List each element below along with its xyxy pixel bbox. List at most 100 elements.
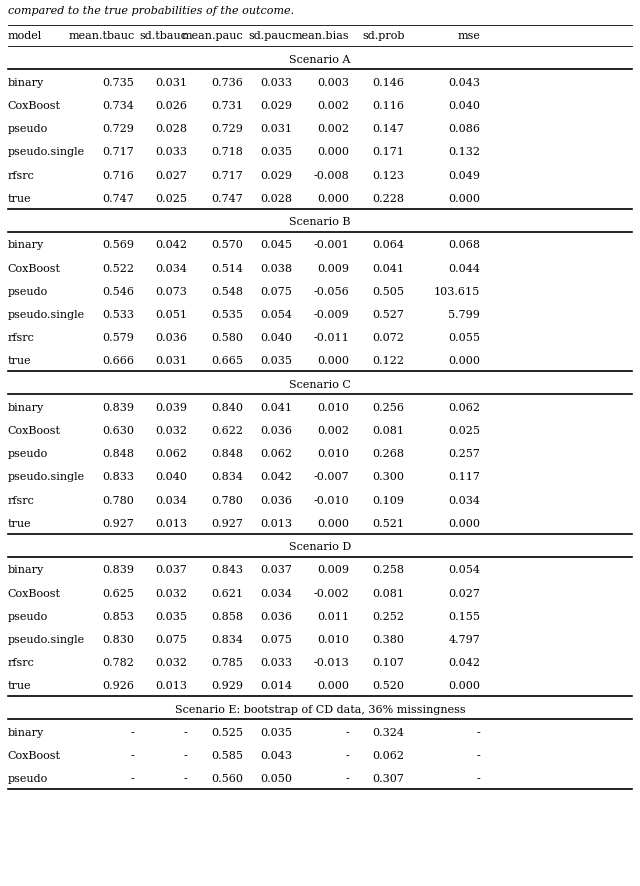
Text: pseudo.single: pseudo.single [8, 147, 85, 158]
Text: 0.300: 0.300 [372, 472, 404, 483]
Text: 0.034: 0.034 [448, 495, 480, 506]
Text: 0.036: 0.036 [260, 611, 292, 622]
Text: 0.000: 0.000 [317, 194, 349, 204]
Text: sd.tbauc: sd.tbauc [139, 31, 187, 42]
Text: 0.717: 0.717 [211, 171, 243, 181]
Text: 0.062: 0.062 [372, 751, 404, 761]
Text: 103.615: 103.615 [434, 287, 480, 297]
Text: 0.035: 0.035 [260, 727, 292, 738]
Text: 0.256: 0.256 [372, 403, 404, 413]
Text: 0.025: 0.025 [155, 194, 187, 204]
Text: 0.075: 0.075 [260, 635, 292, 645]
Text: 0.086: 0.086 [448, 124, 480, 135]
Text: 0.036: 0.036 [260, 495, 292, 506]
Text: 0.171: 0.171 [372, 147, 404, 158]
Text: 0.107: 0.107 [372, 658, 404, 668]
Text: 0.010: 0.010 [317, 449, 349, 459]
Text: 0.000: 0.000 [448, 194, 480, 204]
Text: 0.735: 0.735 [102, 78, 134, 88]
Text: 0.621: 0.621 [211, 588, 243, 599]
Text: 0.116: 0.116 [372, 101, 404, 111]
Text: 0.833: 0.833 [102, 472, 134, 483]
Text: 0.000: 0.000 [317, 356, 349, 367]
Text: 0.029: 0.029 [260, 101, 292, 111]
Text: 0.147: 0.147 [372, 124, 404, 135]
Text: pseudo.single: pseudo.single [8, 635, 85, 645]
Text: 0.569: 0.569 [102, 240, 134, 251]
Text: 0.028: 0.028 [260, 194, 292, 204]
Text: 0.927: 0.927 [102, 519, 134, 529]
Text: 0.785: 0.785 [211, 658, 243, 668]
Text: rfsrc: rfsrc [8, 495, 35, 506]
Text: -: - [131, 727, 134, 738]
Text: 0.630: 0.630 [102, 426, 134, 436]
Text: 0.009: 0.009 [317, 263, 349, 274]
Text: 0.514: 0.514 [211, 263, 243, 274]
Text: 0.570: 0.570 [211, 240, 243, 251]
Text: 0.051: 0.051 [155, 310, 187, 320]
Text: CoxBoost: CoxBoost [8, 751, 61, 761]
Text: 0.042: 0.042 [260, 472, 292, 483]
Text: 0.927: 0.927 [211, 519, 243, 529]
Text: 0.585: 0.585 [211, 751, 243, 761]
Text: 0.040: 0.040 [448, 101, 480, 111]
Text: 4.797: 4.797 [448, 635, 480, 645]
Text: 0.045: 0.045 [260, 240, 292, 251]
Text: 0.032: 0.032 [155, 426, 187, 436]
Text: 0.041: 0.041 [372, 263, 404, 274]
Text: 0.032: 0.032 [155, 588, 187, 599]
Text: binary: binary [8, 565, 44, 575]
Text: -: - [476, 774, 480, 784]
Text: 0.034: 0.034 [155, 263, 187, 274]
Text: 0.155: 0.155 [448, 611, 480, 622]
Text: 0.625: 0.625 [102, 588, 134, 599]
Text: 0.031: 0.031 [260, 124, 292, 135]
Text: binary: binary [8, 240, 44, 251]
Text: binary: binary [8, 78, 44, 88]
Text: 0.146: 0.146 [372, 78, 404, 88]
Text: 0.062: 0.062 [155, 449, 187, 459]
Text: 0.000: 0.000 [448, 519, 480, 529]
Text: 0.025: 0.025 [448, 426, 480, 436]
Text: 0.043: 0.043 [448, 78, 480, 88]
Text: 0.035: 0.035 [155, 611, 187, 622]
Text: Scenario C: Scenario C [289, 379, 351, 390]
Text: 0.062: 0.062 [260, 449, 292, 459]
Text: 0.068: 0.068 [448, 240, 480, 251]
Text: 0.000: 0.000 [448, 681, 480, 691]
Text: pseudo: pseudo [8, 774, 48, 784]
Text: true: true [8, 681, 31, 691]
Text: 0.010: 0.010 [317, 635, 349, 645]
Text: 0.926: 0.926 [102, 681, 134, 691]
Text: -0.001: -0.001 [313, 240, 349, 251]
Text: -: - [345, 727, 349, 738]
Text: 0.380: 0.380 [372, 635, 404, 645]
Text: true: true [8, 519, 31, 529]
Text: mean.pauc: mean.pauc [182, 31, 243, 42]
Text: 0.736: 0.736 [211, 78, 243, 88]
Text: -0.007: -0.007 [313, 472, 349, 483]
Text: -: - [476, 727, 480, 738]
Text: true: true [8, 194, 31, 204]
Text: 0.034: 0.034 [260, 588, 292, 599]
Text: 0.075: 0.075 [260, 287, 292, 297]
Text: 0.042: 0.042 [155, 240, 187, 251]
Text: pseudo.single: pseudo.single [8, 310, 85, 320]
Text: 0.026: 0.026 [155, 101, 187, 111]
Text: -0.010: -0.010 [313, 495, 349, 506]
Text: -: - [131, 751, 134, 761]
Text: 0.843: 0.843 [211, 565, 243, 575]
Text: 0.041: 0.041 [260, 403, 292, 413]
Text: -: - [345, 751, 349, 761]
Text: 0.929: 0.929 [211, 681, 243, 691]
Text: 0.258: 0.258 [372, 565, 404, 575]
Text: -0.009: -0.009 [313, 310, 349, 320]
Text: 0.666: 0.666 [102, 356, 134, 367]
Text: Scenario A: Scenario A [289, 55, 351, 65]
Text: -: - [131, 774, 134, 784]
Text: 0.003: 0.003 [317, 78, 349, 88]
Text: 0.010: 0.010 [317, 403, 349, 413]
Text: 0.252: 0.252 [372, 611, 404, 622]
Text: 0.731: 0.731 [211, 101, 243, 111]
Text: 0.122: 0.122 [372, 356, 404, 367]
